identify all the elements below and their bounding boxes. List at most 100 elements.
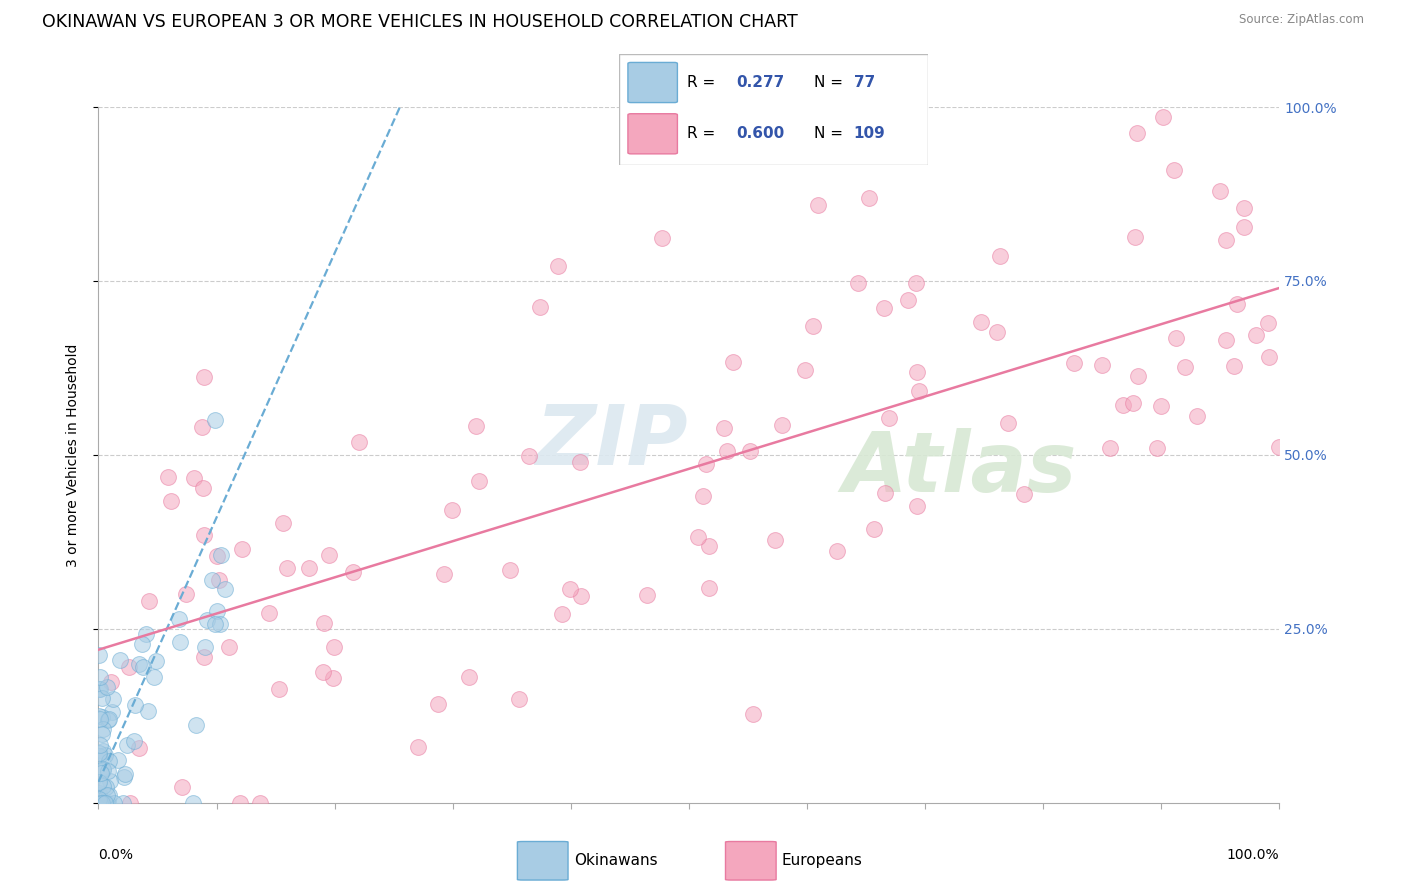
Point (508, 691, 530, 706)
Point (103, 796, 125, 810)
Point (138, 594, 160, 608)
Point (721, 355, 744, 369)
Text: 0.0%: 0.0% (98, 848, 134, 862)
Point (204, 413, 226, 427)
Point (87, 748, 110, 763)
Point (96, 796, 118, 810)
Point (1257, 351, 1279, 365)
Point (314, 615, 336, 630)
Point (181, 796, 204, 810)
Point (763, 533, 786, 547)
Point (94, 796, 117, 810)
Point (801, 319, 824, 334)
Point (529, 300, 551, 314)
Point (858, 191, 880, 205)
Point (551, 607, 574, 621)
Point (1244, 328, 1267, 343)
Point (193, 481, 215, 495)
Point (1063, 356, 1085, 370)
Point (94, 748, 117, 763)
Point (114, 767, 136, 781)
Point (875, 485, 897, 500)
Point (195, 613, 218, 627)
Point (87, 796, 110, 810)
Point (1209, 185, 1232, 199)
Point (112, 770, 135, 784)
Point (1146, 441, 1168, 455)
Point (118, 660, 141, 674)
Point (87, 786, 110, 800)
Point (87, 708, 110, 723)
Point (204, 616, 226, 631)
Point (1152, 111, 1174, 125)
Point (1099, 441, 1122, 455)
Point (87, 746, 110, 760)
Point (91, 762, 114, 776)
Point (117, 738, 139, 752)
Point (1126, 368, 1149, 383)
Text: Europeans: Europeans (782, 854, 863, 868)
Point (208, 616, 231, 631)
Point (174, 587, 197, 601)
Point (276, 561, 298, 575)
Point (103, 691, 125, 706)
Point (91, 691, 114, 706)
Point (1257, 317, 1279, 331)
Point (249, 796, 271, 810)
Point (1122, 396, 1144, 410)
Point (229, 796, 252, 810)
Point (322, 671, 344, 685)
Point (94, 780, 117, 795)
Point (170, 780, 193, 794)
Point (193, 369, 215, 384)
Point (440, 503, 463, 517)
Point (688, 530, 710, 544)
Point (997, 416, 1019, 430)
Point (1233, 201, 1256, 215)
Point (91, 763, 114, 777)
Point (636, 588, 658, 602)
Point (1233, 220, 1256, 235)
Point (214, 582, 236, 596)
Point (465, 419, 488, 434)
Point (159, 493, 181, 508)
Point (697, 582, 720, 596)
Point (96, 680, 118, 694)
Point (458, 670, 481, 684)
Point (169, 612, 191, 626)
Point (970, 314, 993, 328)
Point (193, 528, 215, 542)
Point (897, 293, 920, 307)
Point (697, 539, 720, 553)
Point (89, 796, 111, 810)
Point (169, 635, 191, 649)
Point (1226, 296, 1249, 310)
Point (318, 548, 340, 562)
Point (90, 796, 112, 810)
Point (128, 657, 150, 672)
Point (349, 435, 371, 450)
Point (90, 796, 112, 810)
Point (770, 417, 793, 432)
Point (1163, 163, 1185, 178)
Point (988, 249, 1011, 263)
Point (111, 796, 134, 810)
Text: 0.600: 0.600 (737, 127, 785, 141)
Point (97, 713, 120, 727)
Point (569, 455, 592, 469)
Point (517, 449, 540, 463)
Text: 100.0%: 100.0% (1227, 848, 1279, 862)
Point (825, 543, 848, 558)
Point (131, 660, 153, 674)
Point (298, 561, 321, 575)
Point (716, 444, 738, 458)
Point (91, 779, 114, 793)
Point (89, 775, 111, 789)
Point (118, 796, 141, 810)
Point (879, 411, 901, 425)
Point (98, 774, 121, 789)
Point (908, 384, 931, 399)
Point (191, 419, 214, 434)
Point (807, 197, 830, 211)
Text: Source: ZipAtlas.com: Source: ZipAtlas.com (1239, 13, 1364, 27)
